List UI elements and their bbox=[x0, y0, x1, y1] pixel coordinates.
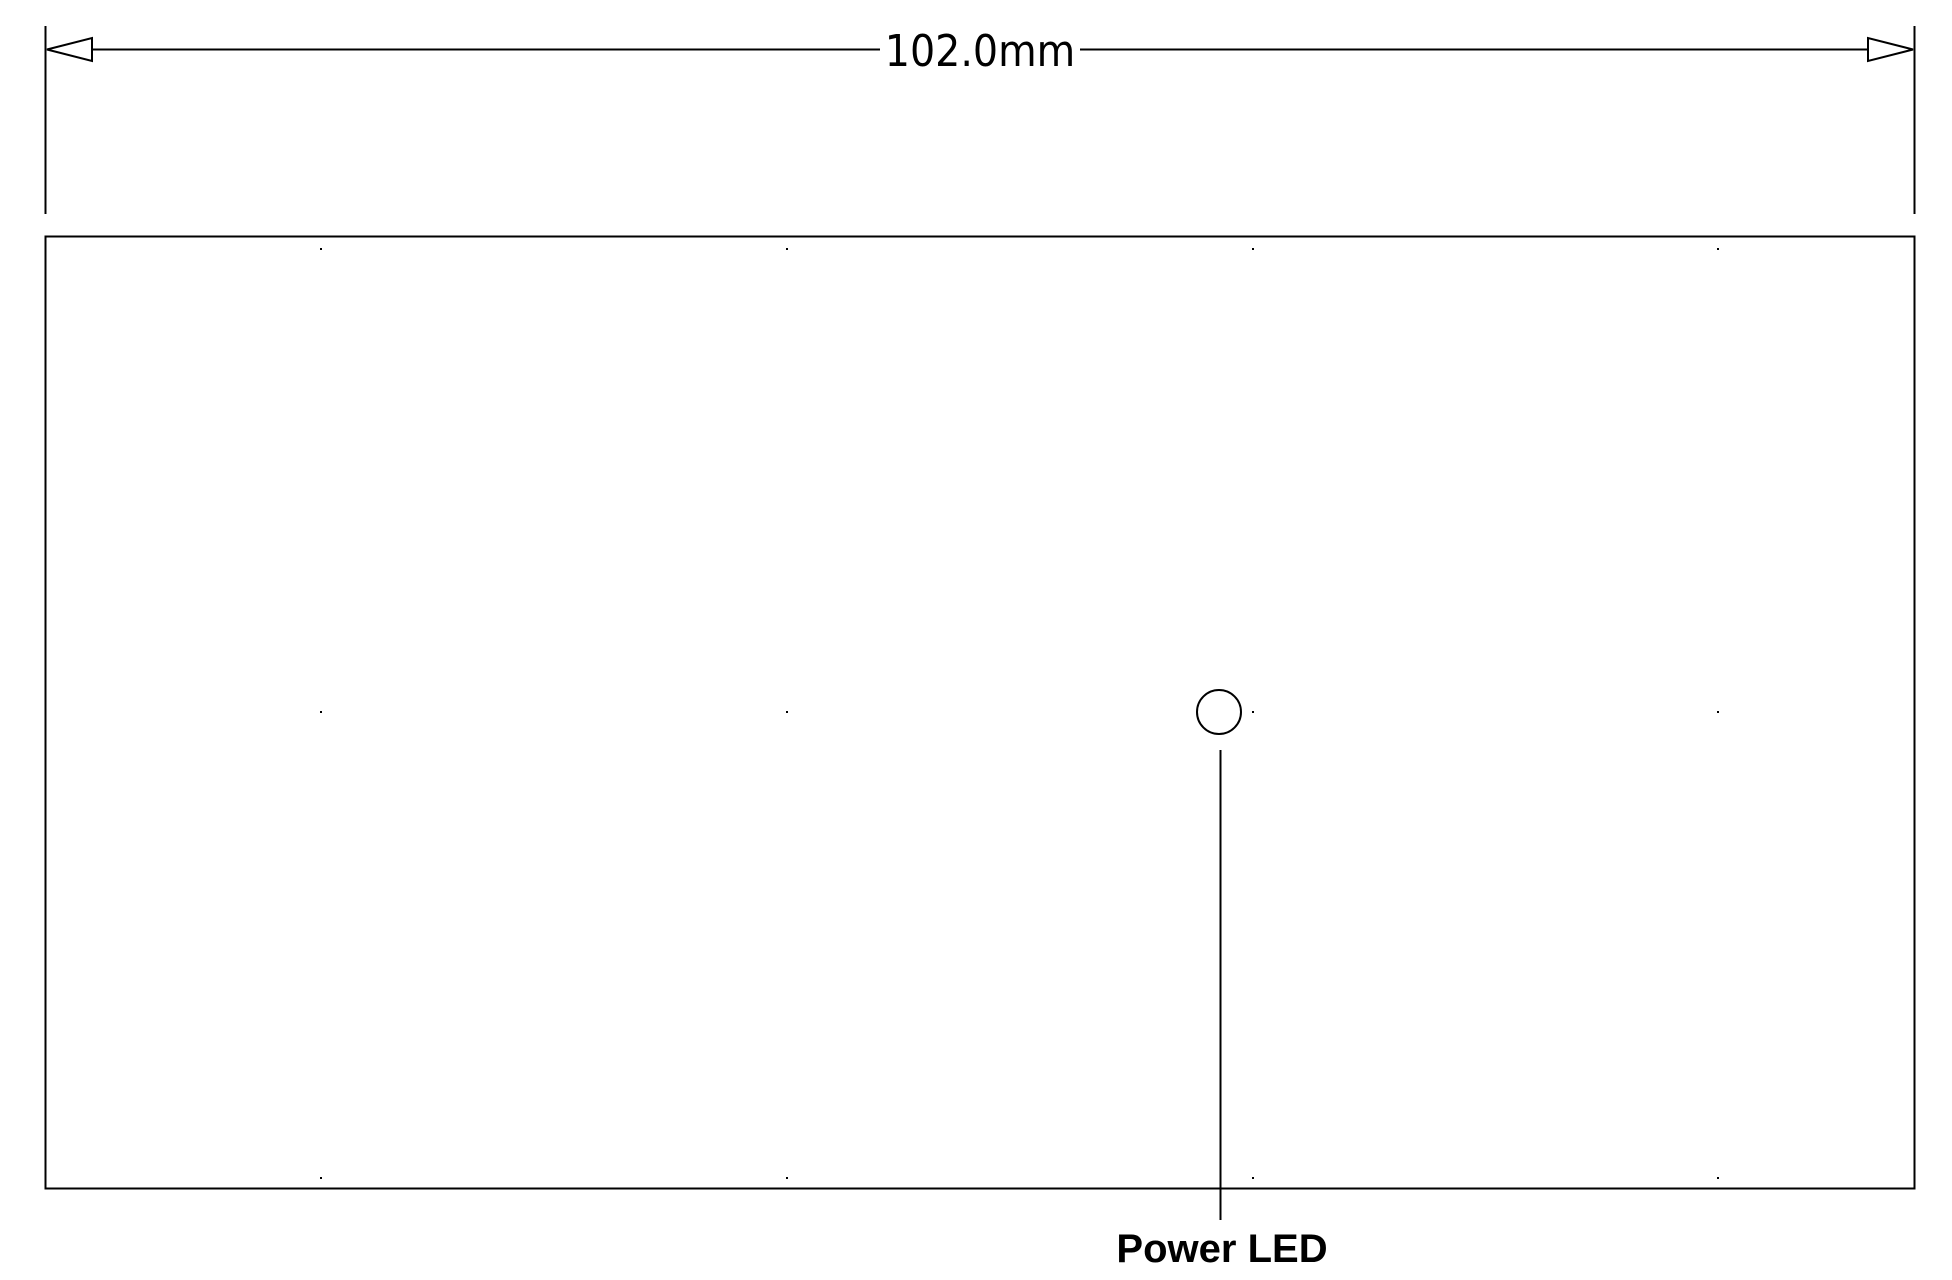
grid-dot bbox=[1252, 1177, 1254, 1179]
left-arrowhead bbox=[46, 36, 93, 63]
power-led-label: Power LED bbox=[1116, 1227, 1327, 1271]
grid-dot bbox=[786, 711, 788, 713]
grid-dot bbox=[1717, 1177, 1719, 1179]
grid-dots bbox=[320, 248, 1719, 1179]
power-led-hole bbox=[1196, 689, 1242, 735]
grid-dot bbox=[320, 248, 322, 250]
dimension-label: 102.0mm bbox=[885, 26, 1075, 77]
grid-dot bbox=[320, 711, 322, 713]
grid-dot bbox=[320, 1177, 322, 1179]
grid-dot bbox=[1717, 711, 1719, 713]
panel-outline bbox=[44, 235, 1916, 1190]
grid-dot bbox=[1252, 248, 1254, 250]
right-arrowhead bbox=[1867, 36, 1914, 63]
grid-dot bbox=[1252, 711, 1254, 713]
grid-dot bbox=[786, 248, 788, 250]
grid-dot bbox=[786, 1177, 788, 1179]
grid-dot bbox=[1717, 248, 1719, 250]
